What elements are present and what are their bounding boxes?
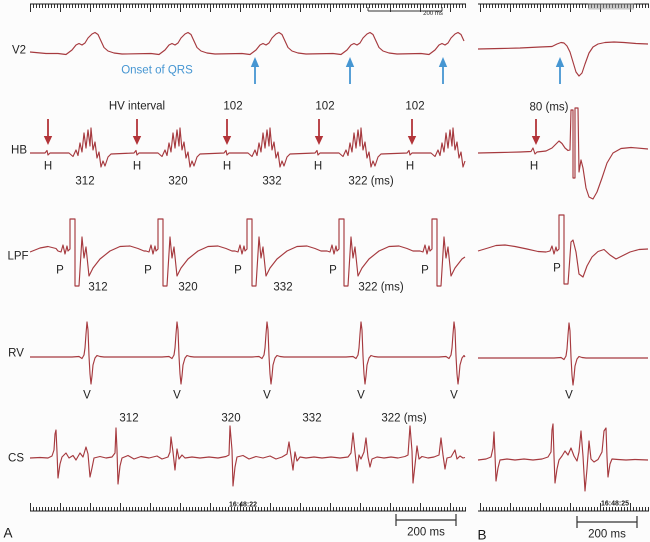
channel-label-cs: CS xyxy=(8,452,24,465)
cs-interval-value: 320 xyxy=(221,412,241,425)
hb-interval-value: 312 xyxy=(75,175,95,188)
panel-label-b: B xyxy=(477,527,487,542)
v-marker-label: V xyxy=(263,389,271,402)
qrs-onset-arrow xyxy=(345,57,355,84)
time-ruler-bottom-a xyxy=(30,503,466,512)
timestamp-b: 16:48:25 xyxy=(600,500,630,508)
timestamp-a: 16:48:22 xyxy=(228,501,258,509)
scale-bar-a xyxy=(395,514,457,526)
v2-trace-b xyxy=(477,41,649,77)
lpf-interval-value: 332 xyxy=(273,281,293,294)
hb-interval-value: 332 xyxy=(262,175,282,188)
v-marker-label: V xyxy=(450,389,458,402)
channel-label-v2: V2 xyxy=(11,44,27,57)
cs-trace-b xyxy=(477,423,649,492)
hv-value: 102 xyxy=(315,100,335,113)
v-marker-label: V xyxy=(83,389,91,402)
p-marker-label-b: P xyxy=(553,262,561,275)
h-marker-label: H xyxy=(222,160,232,173)
p-marker-label: P xyxy=(56,264,64,277)
hv-interval-label: HV interval xyxy=(108,100,166,113)
annotation-arrows xyxy=(43,57,565,145)
qrs-onset-arrow xyxy=(438,57,448,84)
lpf-trace-b xyxy=(477,214,649,285)
h-deflection-arrow xyxy=(132,119,142,145)
lpf-trace-a xyxy=(29,218,466,287)
top-scale-bar-b xyxy=(588,3,634,10)
hv-value: 102 xyxy=(223,100,243,113)
waveform-traces xyxy=(29,31,649,492)
h-deflection-arrow xyxy=(222,119,232,145)
v-marker-label-b: V xyxy=(565,389,573,402)
channel-label-lpf: LPF xyxy=(7,250,29,263)
lpf-interval-value: 320 xyxy=(178,281,198,294)
h-deflection-arrow xyxy=(407,119,417,145)
h-marker-label: H xyxy=(313,160,323,173)
top-scale-bar-label: 200 ms xyxy=(423,11,443,17)
hv-value: 102 xyxy=(405,100,425,113)
panel-label-a: A xyxy=(3,525,13,541)
v-marker-label: V xyxy=(173,389,181,402)
hv-value-b: 80 (ms) xyxy=(529,101,569,114)
p-marker-label: P xyxy=(421,264,429,277)
channel-label-hb: HB xyxy=(11,144,27,157)
cs-interval-value: 322 (ms) xyxy=(381,412,427,425)
rv-trace-a xyxy=(30,321,466,385)
time-ruler-bottom-b xyxy=(478,503,649,512)
h-marker-label: H xyxy=(132,160,142,173)
hb-interval-value: 322 (ms) xyxy=(348,175,394,188)
hb-interval-value: 320 xyxy=(168,175,188,188)
h-deflection-arrow xyxy=(531,119,541,145)
cs-interval-value: 332 xyxy=(302,412,322,425)
h-deflection-arrow xyxy=(314,119,324,145)
hb-trace-b xyxy=(477,107,649,200)
h-marker-label-b: H xyxy=(529,160,539,173)
lpf-interval-value: 322 (ms) xyxy=(358,281,404,294)
channel-label-rv: RV xyxy=(8,347,24,360)
v2-trace-a xyxy=(29,31,465,56)
cs-trace-a xyxy=(29,425,466,487)
top-scale-bar-a xyxy=(367,7,443,12)
h-marker-label: H xyxy=(43,160,53,173)
rv-trace-b xyxy=(478,322,648,386)
hb-trace-a xyxy=(30,127,466,168)
qrs-onset-arrow xyxy=(555,57,565,84)
cs-interval-value: 312 xyxy=(119,412,139,425)
time-ruler-top-a xyxy=(30,3,466,12)
p-marker-label: P xyxy=(234,264,242,277)
h-marker-label: H xyxy=(405,160,415,173)
qrs-onset-arrow xyxy=(250,57,260,84)
p-marker-label: P xyxy=(329,264,337,277)
scale-bar-label-b: 200 ms xyxy=(588,528,626,541)
qrs-onset-label: Onset of QRS xyxy=(121,64,193,77)
scale-bar-b xyxy=(576,516,638,528)
lpf-interval-value: 312 xyxy=(88,281,108,294)
p-marker-label: P xyxy=(144,264,152,277)
h-deflection-arrow xyxy=(43,119,53,145)
v-marker-label: V xyxy=(357,389,365,402)
scale-bar-label-a: 200 ms xyxy=(407,526,445,539)
